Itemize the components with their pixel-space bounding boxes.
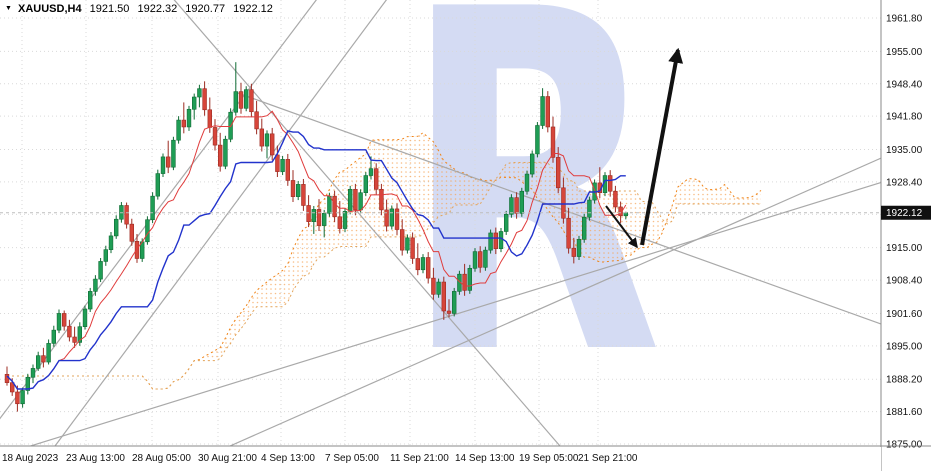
current-price-badge: 1922.12 [881,205,931,220]
svg-text:1928.40: 1928.40 [886,177,923,188]
svg-text:4 Sep 13:00: 4 Sep 13:00 [261,453,315,464]
svg-text:1915.00: 1915.00 [886,243,923,254]
forecast-up-arrow [640,47,684,246]
svg-text:1875.00: 1875.00 [886,440,923,451]
svg-text:1941.80: 1941.80 [886,112,923,123]
svg-text:1935.00: 1935.00 [886,145,923,156]
svg-text:1961.80: 1961.80 [886,14,923,25]
ohlc-open: 1921.50 [89,3,130,15]
svg-text:11 Sep 21:00: 11 Sep 21:00 [390,453,449,464]
svg-text:18 Aug 2023: 18 Aug 2023 [2,453,59,464]
price-axis[interactable]: 1961.80 1955.00 1948.40 1941.80 1935.00 1928.… [880,0,931,471]
symbol-marker-icon: ▼ [5,5,12,12]
svg-text:7 Sep 05:00: 7 Sep 05:00 [325,453,379,464]
trendlines-layer[interactable] [0,0,931,457]
ohlc-high: 1922.32 [137,3,178,15]
ichimoku-cloud [7,132,762,390]
svg-text:21 Sep 21:00: 21 Sep 21:00 [578,453,638,464]
svg-text:1895.00: 1895.00 [886,341,923,352]
chart-ohlc-header: ▼ XAUUSD,H4 1921.50 1922.32 1920.77 1922… [5,3,278,15]
svg-text:1908.40: 1908.40 [886,276,923,287]
svg-text:1922.12: 1922.12 [886,208,923,219]
svg-text:1948.40: 1948.40 [886,79,923,90]
ichimoku-lines [6,110,627,390]
svg-text:1901.60: 1901.60 [886,309,923,320]
annotation-arrows[interactable] [605,47,684,249]
svg-text:23 Aug 13:00: 23 Aug 13:00 [66,453,125,464]
svg-text:1888.20: 1888.20 [886,375,923,386]
time-axis[interactable]: 18 Aug 2023 23 Aug 13:00 28 Aug 05:00 30 Au… [0,445,931,471]
ohlc-low: 1920.77 [185,3,226,15]
svg-text:1955.00: 1955.00 [886,47,923,58]
svg-text:30 Aug 21:00: 30 Aug 21:00 [198,453,257,464]
bounce-arrow [605,205,638,249]
svg-text:19 Sep 05:00: 19 Sep 05:00 [519,453,579,464]
svg-text:28 Aug 05:00: 28 Aug 05:00 [132,453,191,464]
ohlc-close: 1922.12 [233,3,273,15]
plot-area [0,0,931,457]
svg-text:1881.60: 1881.60 [886,407,923,418]
symbol-timeframe-label: XAUUSD,H4 [18,3,82,15]
svg-text:14 Sep 13:00: 14 Sep 13:00 [455,453,515,464]
